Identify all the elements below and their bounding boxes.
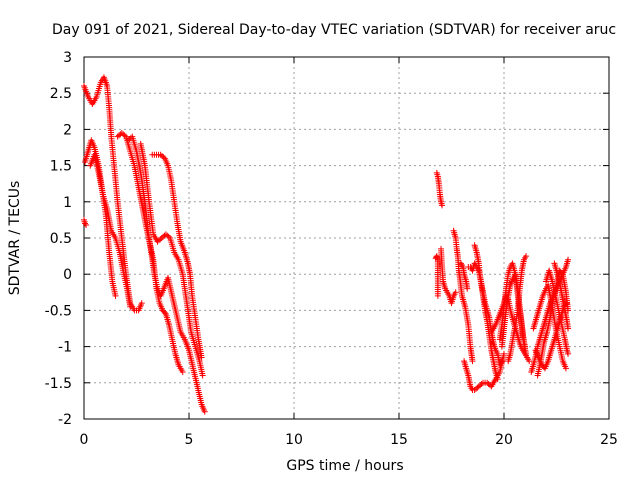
y-tick-label: 3	[63, 50, 72, 66]
x-tick-label: 0	[80, 432, 89, 448]
series-t8	[149, 151, 205, 361]
y-tick-label: -1.5	[45, 376, 72, 392]
x-tick-label: 15	[390, 432, 408, 448]
y-tick-label: 2	[63, 122, 72, 138]
data-point	[526, 358, 533, 365]
series-t3	[87, 151, 134, 310]
series-t13	[457, 260, 471, 292]
axis-ticks: 0 5 10 15 20 25 -2 -1.5 -1 -0.5 0 0.5 1 1.5 2 2.5 3	[45, 50, 618, 448]
series-t12	[450, 227, 476, 365]
data-point	[562, 365, 569, 372]
series-t7	[137, 140, 206, 379]
data-point	[201, 408, 208, 415]
series-t4	[81, 216, 90, 228]
data-point	[452, 289, 459, 296]
y-tick-label: 2.5	[50, 86, 72, 102]
y-tick-label: 1	[63, 195, 72, 211]
series-t15	[471, 242, 501, 383]
data-point	[198, 354, 205, 361]
data-point	[565, 256, 572, 263]
data-point	[439, 202, 446, 209]
series-t26	[551, 260, 572, 332]
series-t20	[505, 253, 530, 365]
x-tick-label: 20	[495, 432, 513, 448]
data-point	[469, 358, 476, 365]
y-tick-label: 0	[63, 267, 72, 283]
data-point	[478, 381, 485, 388]
y-axis-label: SDTVAR / TECUs	[7, 181, 23, 296]
data-point	[434, 292, 441, 299]
series-t10	[432, 253, 441, 299]
data-point	[112, 292, 119, 299]
data-point	[138, 300, 145, 307]
y-tick-label: 1.5	[50, 159, 72, 175]
y-tick-label: -2	[58, 412, 72, 428]
data-point	[160, 154, 167, 161]
data-point	[199, 372, 206, 379]
x-axis-label: GPS time / hours	[286, 458, 403, 474]
series-t11	[438, 245, 459, 307]
series-t6	[125, 133, 208, 415]
data-point	[523, 350, 530, 357]
y-tick-label: -0.5	[45, 303, 72, 319]
series-t9	[433, 169, 446, 209]
data-point	[523, 253, 530, 260]
data-point	[165, 233, 172, 240]
data-point	[83, 221, 90, 228]
y-tick-label: 0.5	[50, 231, 72, 247]
x-tick-label: 5	[185, 432, 194, 448]
data-point	[161, 309, 168, 316]
data-point	[127, 303, 134, 310]
data-point	[121, 132, 128, 139]
data-point	[501, 350, 507, 357]
data-point	[565, 325, 572, 332]
x-tick-label: 10	[285, 432, 303, 448]
series-t16	[461, 350, 507, 394]
data-point	[565, 350, 572, 357]
data-point	[82, 220, 89, 227]
chart-title: Day 091 of 2021, Sidereal Day-to-day VTE…	[52, 22, 616, 38]
series-t25	[543, 267, 572, 357]
x-tick-label: 25	[600, 432, 618, 448]
data-points	[81, 74, 572, 415]
y-tick-label: -1	[58, 340, 72, 356]
data-point	[464, 285, 471, 292]
data-point	[179, 368, 186, 375]
data-point	[558, 269, 565, 276]
